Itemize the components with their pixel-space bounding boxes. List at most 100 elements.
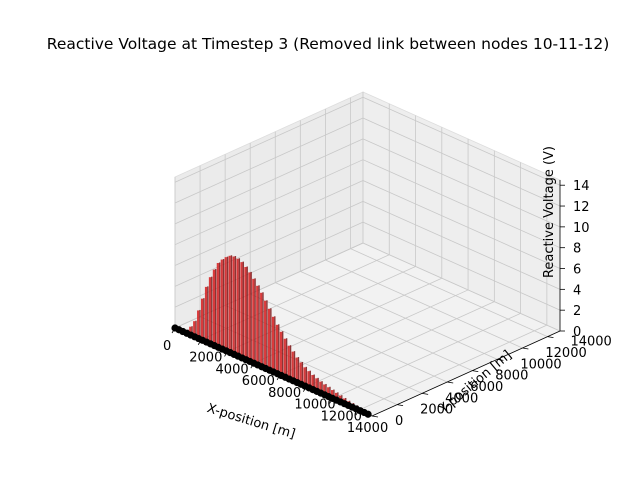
grid-line-z [362,96,561,186]
y-tick-label: 14000 [570,335,611,350]
bar [279,331,284,376]
bar [244,266,248,360]
bar [200,298,205,341]
bar-face [283,338,286,378]
y-tick-label: 0 [395,414,403,429]
y-tick-mark [497,358,504,361]
bar-side [203,298,205,340]
bar-side [289,345,292,379]
chart-title: Reactive Voltage at Timestep 3 (Removed … [47,35,610,53]
bar [193,320,197,337]
grid-line-z [362,117,561,207]
z-tick-label: 10 [573,221,590,236]
bar-side [230,255,233,353]
bar-side [317,377,319,391]
grid-line-z [362,138,561,228]
bar-face [189,326,192,336]
bar-side [262,292,264,367]
y-axis-line [371,330,561,417]
bar-face [319,381,322,394]
bar-side [301,361,304,384]
grid-line-y [275,282,473,372]
grid-line-y [325,259,523,349]
y-tick-mark [472,370,479,373]
bar-side [333,389,335,398]
bar-side [199,309,201,339]
bar [315,377,319,392]
bar-face [291,351,294,381]
bar-face [307,371,310,388]
grid-line-z [174,200,364,287]
bar-face [264,300,267,369]
y-tick-label: 12000 [545,346,586,361]
bar-side [234,256,237,354]
bar-side [195,320,197,337]
bar [252,278,256,364]
bar [334,392,339,401]
bar-face [275,324,279,374]
bar [291,351,296,381]
bar-side [278,324,280,374]
bar [271,316,276,372]
bar-face [197,310,200,339]
bar [216,262,221,348]
bar-face [228,255,231,353]
bar-face [279,331,282,376]
bar [189,326,193,336]
x-tick-label: 2000 [189,351,222,366]
bar-face [331,390,334,399]
z-tick-label: 2 [573,304,581,319]
bar-face [295,357,298,383]
node-markers [171,324,372,418]
z-tick-label: 8 [573,242,581,257]
bar-face [327,387,330,397]
grid-line-z [362,221,561,311]
bar-side [254,278,256,363]
bar-face [248,272,251,362]
x-tick-label: 14000 [347,421,388,436]
bar [307,370,311,388]
y-tick-label: 4000 [445,391,478,406]
bar-side [309,370,311,388]
x-tick-label: 10000 [294,398,335,413]
bar [283,338,288,378]
y-tick-mark [547,336,554,339]
y-tick-mark [447,381,454,384]
bar [260,292,264,367]
bar-side [218,262,221,347]
bar [197,309,201,339]
bar-side [246,266,248,360]
bar-face [224,257,227,351]
y-tick-mark [371,415,379,418]
bar-face [260,292,263,367]
z-axis-label: Reactive Voltage (V) [542,146,557,278]
x-axis-label: X-position [m] [205,401,297,442]
bar-side [329,386,331,397]
bar-face [256,285,259,365]
bar [287,345,292,380]
y-tick-mark [522,347,529,350]
bar-face [193,321,196,337]
bar-face [311,375,314,390]
grid-line-x [279,289,469,376]
bar-face [212,269,215,346]
bar-side [266,300,268,368]
bar-face [204,286,208,343]
grid-line-x [358,324,548,411]
grid-line-y [250,293,448,383]
grid-line-z [174,138,364,225]
bar-face [216,263,219,348]
bar-face [315,378,318,392]
bar [331,389,335,399]
bar-side [215,269,217,346]
bar-face [323,384,326,395]
bar-side [305,366,308,386]
bar-face [240,262,243,358]
grid-line-z [174,180,364,266]
bar-side [274,316,276,372]
bar-face [287,345,290,380]
bar-side [191,326,193,335]
bar [220,259,225,350]
